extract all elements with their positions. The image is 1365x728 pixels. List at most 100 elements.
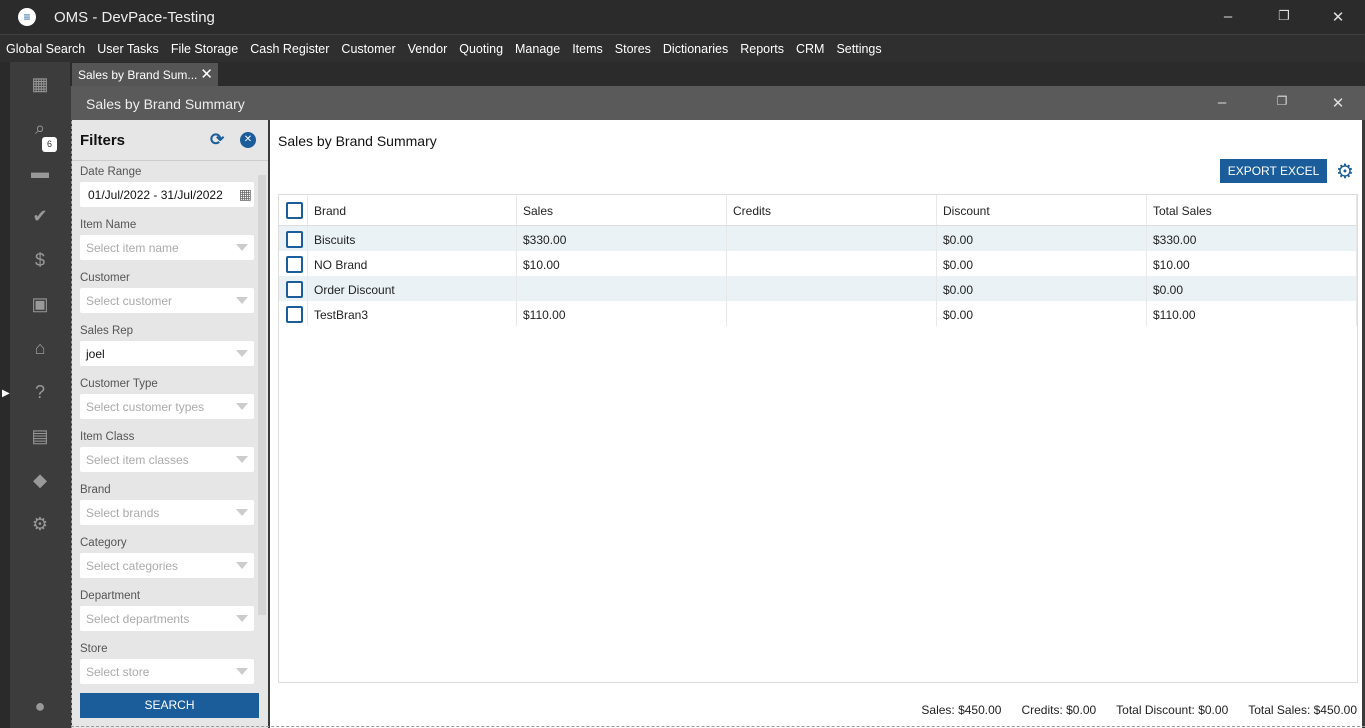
- table-cell: Biscuits: [308, 226, 517, 251]
- filter-input[interactable]: 01/Jul/2022 - 31/Jul/2022 ▦: [80, 182, 254, 207]
- chevron-down-icon[interactable]: [236, 297, 248, 304]
- menu-item[interactable]: File Storage: [170, 41, 239, 56]
- tasks-icon[interactable]: ✔: [32, 206, 48, 226]
- filter-input[interactable]: Select store: [80, 659, 254, 684]
- dashboard-icon[interactable]: ▦: [31, 74, 49, 94]
- chevron-down-icon[interactable]: [236, 456, 248, 463]
- contact-icon[interactable]: ▣: [31, 294, 49, 314]
- chevron-down-icon[interactable]: [236, 509, 248, 516]
- filter-placeholder: Select brands: [86, 506, 160, 520]
- folder-icon[interactable]: ▬: [31, 162, 49, 182]
- grid-settings-icon[interactable]: ⚙: [1336, 161, 1354, 183]
- help-clipboard-icon[interactable]: ?: [34, 382, 45, 402]
- menu-item[interactable]: Vendor: [407, 41, 448, 56]
- menu-item[interactable]: Stores: [614, 41, 651, 56]
- clipboard-icon[interactable]: ▤: [31, 426, 49, 446]
- settings-icon[interactable]: ⚙: [31, 514, 49, 534]
- dollar-icon[interactable]: $: [34, 250, 45, 270]
- menu-item[interactable]: Reports: [740, 41, 784, 56]
- filter-label: Customer Type: [80, 378, 158, 390]
- data-grid: Brand Sales Credits Discount Total Sales Bisc…: [278, 194, 1358, 683]
- menu-item[interactable]: Cash Register: [250, 41, 330, 56]
- filter-input[interactable]: Select categories: [80, 553, 254, 578]
- filter-label: Department: [80, 590, 141, 602]
- table-cell: $330.00: [1147, 226, 1357, 251]
- total-value: Credits: $0.00: [1021, 703, 1097, 717]
- menu-item[interactable]: Manage: [515, 41, 561, 56]
- filters-scrollbar[interactable]: [258, 175, 266, 615]
- expand-arrow-icon[interactable]: ▶: [2, 388, 10, 399]
- table-row[interactable]: NO Brand $10.00 $0.00 $10.00: [279, 251, 1357, 276]
- close-tab-icon[interactable]: ✕: [200, 66, 213, 83]
- menu-item[interactable]: Settings: [836, 41, 882, 56]
- filter-value: joel: [86, 347, 105, 361]
- window-title-text: Sales by Brand Summary: [86, 96, 245, 112]
- filter-input[interactable]: Select customer types: [80, 394, 254, 419]
- store-icon[interactable]: ⌂: [34, 338, 46, 358]
- filter-input[interactable]: Select brands: [80, 500, 254, 525]
- filter-placeholder: Select customer: [86, 294, 173, 308]
- tag-icon[interactable]: ◆: [33, 470, 47, 490]
- calendar-icon[interactable]: ▦: [238, 186, 252, 202]
- filter-placeholder: Select item name: [86, 241, 179, 255]
- filter-input[interactable]: Select customer: [80, 288, 254, 313]
- window-restore-button[interactable]: ❐: [1276, 94, 1288, 108]
- chevron-down-icon[interactable]: [236, 562, 248, 569]
- chevron-down-icon[interactable]: [236, 244, 248, 251]
- table-row[interactable]: Order Discount $0.00 $0.00: [279, 276, 1357, 301]
- table-cell: Order Discount: [308, 276, 517, 301]
- menu-item[interactable]: User Tasks: [97, 41, 159, 56]
- chevron-down-icon[interactable]: [236, 615, 248, 622]
- search-button[interactable]: SEARCH: [80, 693, 259, 718]
- table-header[interactable]: Brand Sales Credits Discount Total Sales: [279, 195, 1357, 226]
- table-cell: [727, 301, 937, 326]
- menu-item[interactable]: Customer: [341, 41, 396, 56]
- window-minimize-button[interactable]: –: [1217, 94, 1227, 111]
- clear-filters-icon[interactable]: ✕: [240, 132, 256, 148]
- table-cell: $0.00: [937, 301, 1147, 326]
- filter-label: Date Range: [80, 166, 142, 178]
- row-checkbox[interactable]: [286, 231, 303, 248]
- user-icon[interactable]: ●: [34, 696, 46, 716]
- minimize-button[interactable]: –: [1223, 8, 1233, 25]
- row-checkbox[interactable]: [286, 256, 303, 273]
- row-checkbox[interactable]: [286, 306, 303, 323]
- table-row[interactable]: Biscuits $330.00 $0.00 $330.00: [279, 226, 1357, 251]
- row-checkbox[interactable]: [286, 281, 303, 298]
- menu-item[interactable]: Quoting: [459, 41, 504, 56]
- filter-label: Brand: [80, 484, 111, 496]
- column-header[interactable]: Discount: [937, 195, 1147, 225]
- menu-item[interactable]: Global Search: [6, 41, 86, 56]
- window-close-button[interactable]: ✕: [1331, 95, 1345, 112]
- table-row[interactable]: TestBran3 $110.00 $0.00 $110.00: [279, 301, 1357, 326]
- filter-input[interactable]: Select departments: [80, 606, 254, 631]
- menu-item[interactable]: Items: [572, 41, 603, 56]
- task-badge: 6: [42, 137, 57, 152]
- filter-label: Item Name: [80, 219, 137, 231]
- chevron-down-icon[interactable]: [236, 668, 248, 675]
- table-cell: $110.00: [1147, 301, 1357, 326]
- chevron-down-icon[interactable]: [236, 403, 248, 410]
- tab-sales-by-brand[interactable]: Sales by Brand Sum... ✕: [72, 63, 218, 86]
- title-bar: ≡ OMS - DevPace-Testing – ❐ ✕: [0, 0, 1365, 35]
- close-button[interactable]: ✕: [1331, 9, 1345, 26]
- side-rail: ▶ ▦ ⌕ ▬ ✔ $ ▣ ⌂? ▤ ◆ ⚙ ●: [0, 62, 70, 728]
- search-icon[interactable]: ⌕: [34, 118, 46, 138]
- column-header[interactable]: Sales: [517, 195, 727, 225]
- table-cell: $0.00: [1147, 276, 1357, 301]
- menu-item[interactable]: Dictionaries: [662, 41, 729, 56]
- filter-input[interactable]: joel: [80, 341, 254, 366]
- filter-input[interactable]: Select item classes: [80, 447, 254, 472]
- menu-item[interactable]: CRM: [796, 41, 825, 56]
- filter-placeholder: Select item classes: [86, 453, 189, 467]
- total-value: Sales: $450.00: [921, 703, 1002, 717]
- export-excel-button[interactable]: EXPORT EXCEL: [1220, 159, 1327, 183]
- filter-input[interactable]: Select item name: [80, 235, 254, 260]
- column-header[interactable]: Brand: [308, 195, 517, 225]
- refresh-icon[interactable]: ⟳: [210, 130, 225, 149]
- select-all-checkbox[interactable]: [286, 202, 303, 219]
- column-header[interactable]: Total Sales: [1147, 195, 1357, 225]
- restore-button[interactable]: ❐: [1278, 8, 1290, 23]
- chevron-down-icon[interactable]: [236, 350, 248, 357]
- column-header[interactable]: Credits: [727, 195, 937, 225]
